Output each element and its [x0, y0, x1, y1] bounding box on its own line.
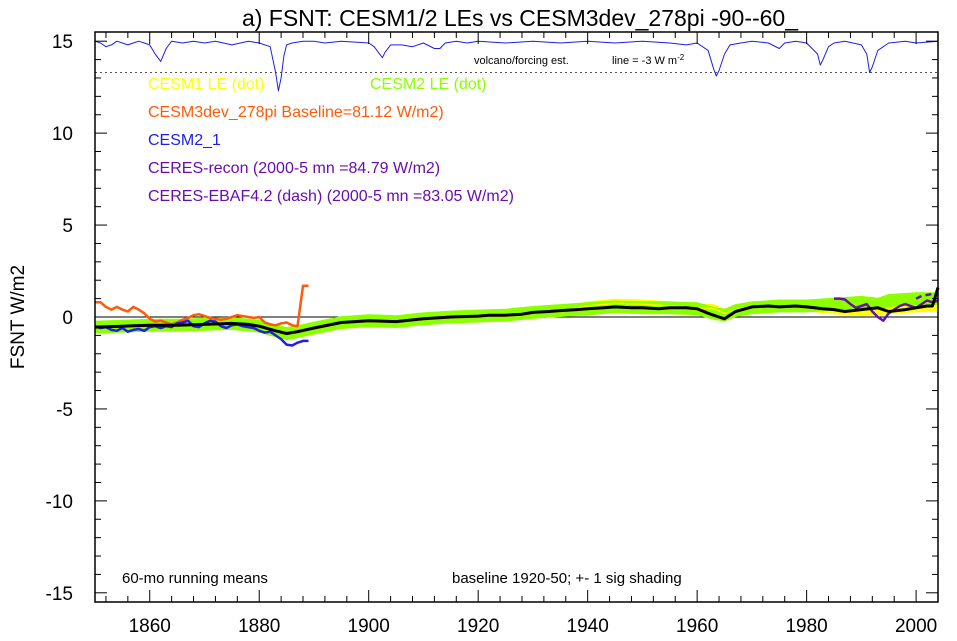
- plot-area: [94, 40, 940, 347]
- y-tick-label: -5: [56, 400, 73, 421]
- series-line-5: [834, 297, 939, 322]
- annotations: volcano/forcing est. line = -3 W m-2 60-…: [122, 53, 685, 587]
- y-tick-label: 15: [52, 32, 73, 53]
- x-tick-label: 1860: [129, 616, 171, 637]
- legend-entry: CESM1 LE (dot): [148, 76, 264, 93]
- x-tick-label: 2000: [895, 616, 937, 637]
- line-scale-annotation: line = -3 W m-2: [612, 53, 685, 67]
- legend-entry: CERES-EBAF4.2 (dash) (2000-5 mn =83.05 W…: [148, 188, 514, 205]
- axes: 1860 1880 1900 1920 1940 1960 1980 2000 -15 -10 -5…: [46, 32, 939, 637]
- line-scale-superscript: -2: [677, 53, 685, 62]
- x-tick-label: 1900: [348, 616, 390, 637]
- running-mean-note: 60-mo running means: [122, 570, 268, 587]
- legend-entry: CESM2_1: [148, 132, 221, 149]
- series-line-0: [94, 40, 939, 92]
- series-line-7: [94, 287, 940, 335]
- y-tick-label: 10: [52, 124, 73, 145]
- volcano-annotation: volcano/forcing est.: [474, 55, 569, 67]
- x-tick-label: 1940: [567, 616, 609, 637]
- y-tick-label: -10: [46, 492, 73, 513]
- x-tick-label: 1920: [457, 616, 499, 637]
- y-tick-label: 5: [62, 216, 73, 237]
- series-line-6: [915, 291, 939, 300]
- legend-entry: CERES-recon (2000-5 mn =84.79 W/m2): [148, 160, 440, 177]
- x-tick-label: 1880: [238, 616, 280, 637]
- legend-entry: CESM3dev_278pi Baseline=81.12 W/m2): [148, 104, 444, 121]
- y-tick-label: -15: [46, 584, 73, 605]
- x-tick-label: 1980: [785, 616, 827, 637]
- series-line-3: [95, 284, 309, 328]
- baseline-note: baseline 1920-50; +- 1 sig shading: [452, 570, 682, 587]
- legend-entry: CESM2 LE (dot): [370, 76, 486, 93]
- y-axis-label: FSNT W/m2: [8, 265, 29, 369]
- legend: CESM1 LE (dot) CESM2 LE (dot) CESM3dev_278…: [148, 76, 514, 205]
- series-band-2: [95, 292, 938, 340]
- line-scale-text: line = -3 W m: [612, 55, 677, 67]
- y-tick-label: 0: [62, 308, 73, 329]
- x-tick-label: 1960: [676, 616, 718, 637]
- chart-title: a) FSNT: CESM1/2 LEs vs CESM3dev_278pi -…: [242, 5, 799, 31]
